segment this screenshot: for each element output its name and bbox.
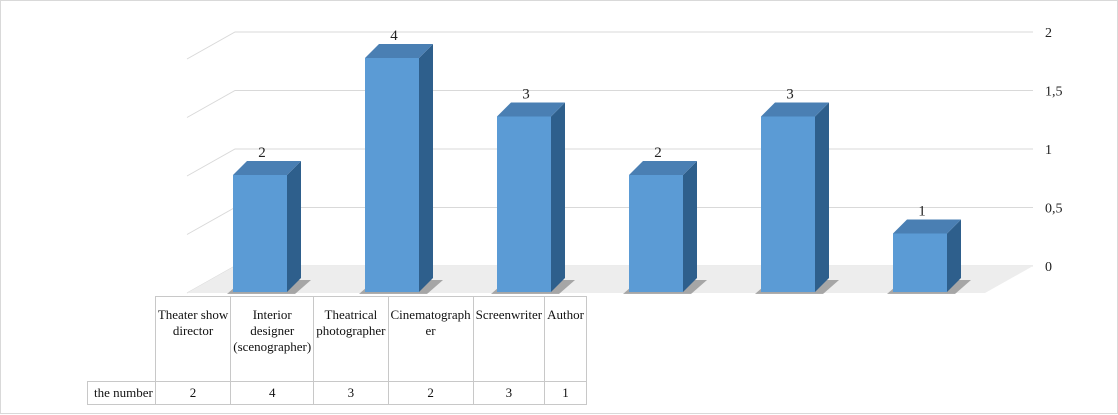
category-cell: Theater show director <box>155 297 230 382</box>
bar <box>497 117 551 293</box>
bar-side <box>287 161 301 292</box>
value-cell: 2 <box>388 382 473 405</box>
series-name-cell: the number <box>88 382 156 405</box>
category-cell: Screenwriter <box>473 297 544 382</box>
data-label: 4 <box>390 28 398 44</box>
category-row: Theater show director Interior designer (sc… <box>88 297 587 382</box>
y-axis-ticks: 00,511,522,533,54 <box>1045 1 1063 275</box>
category-cell: Author <box>545 297 587 382</box>
category-cell: Interior designer (scenographer) <box>231 297 314 382</box>
data-label: 3 <box>522 87 530 103</box>
data-label: 2 <box>258 145 266 161</box>
value-cell: 4 <box>231 382 314 405</box>
value-row: the number 2 4 3 2 3 1 <box>88 382 587 405</box>
bar-side <box>419 44 433 292</box>
data-label: 1 <box>918 204 926 220</box>
value-cell: 3 <box>473 382 544 405</box>
y-tick-label: 0 <box>1045 260 1052 275</box>
y-tick-label: 1,5 <box>1045 85 1063 100</box>
data-label: 2 <box>654 145 662 161</box>
data-label: 3 <box>786 87 794 103</box>
data-table: Theater show director Interior designer (sc… <box>87 296 587 405</box>
bar <box>233 175 287 292</box>
category-cell: Theatrical photographer <box>314 297 388 382</box>
bar <box>761 117 815 293</box>
bar <box>629 175 683 292</box>
category-cell: Cinematograph er <box>388 297 473 382</box>
bar-side <box>551 103 565 293</box>
y-tick-label: 1 <box>1045 143 1052 158</box>
bar <box>365 58 419 292</box>
value-cell: 3 <box>314 382 388 405</box>
table-corner-cell <box>88 297 156 382</box>
bar-side <box>683 161 697 292</box>
value-cell: 1 <box>545 382 587 405</box>
y-tick-label: 0,5 <box>1045 202 1063 217</box>
y-tick-label: 2 <box>1045 26 1052 41</box>
value-cell: 2 <box>155 382 230 405</box>
bar-side <box>815 103 829 293</box>
bar <box>893 234 947 293</box>
